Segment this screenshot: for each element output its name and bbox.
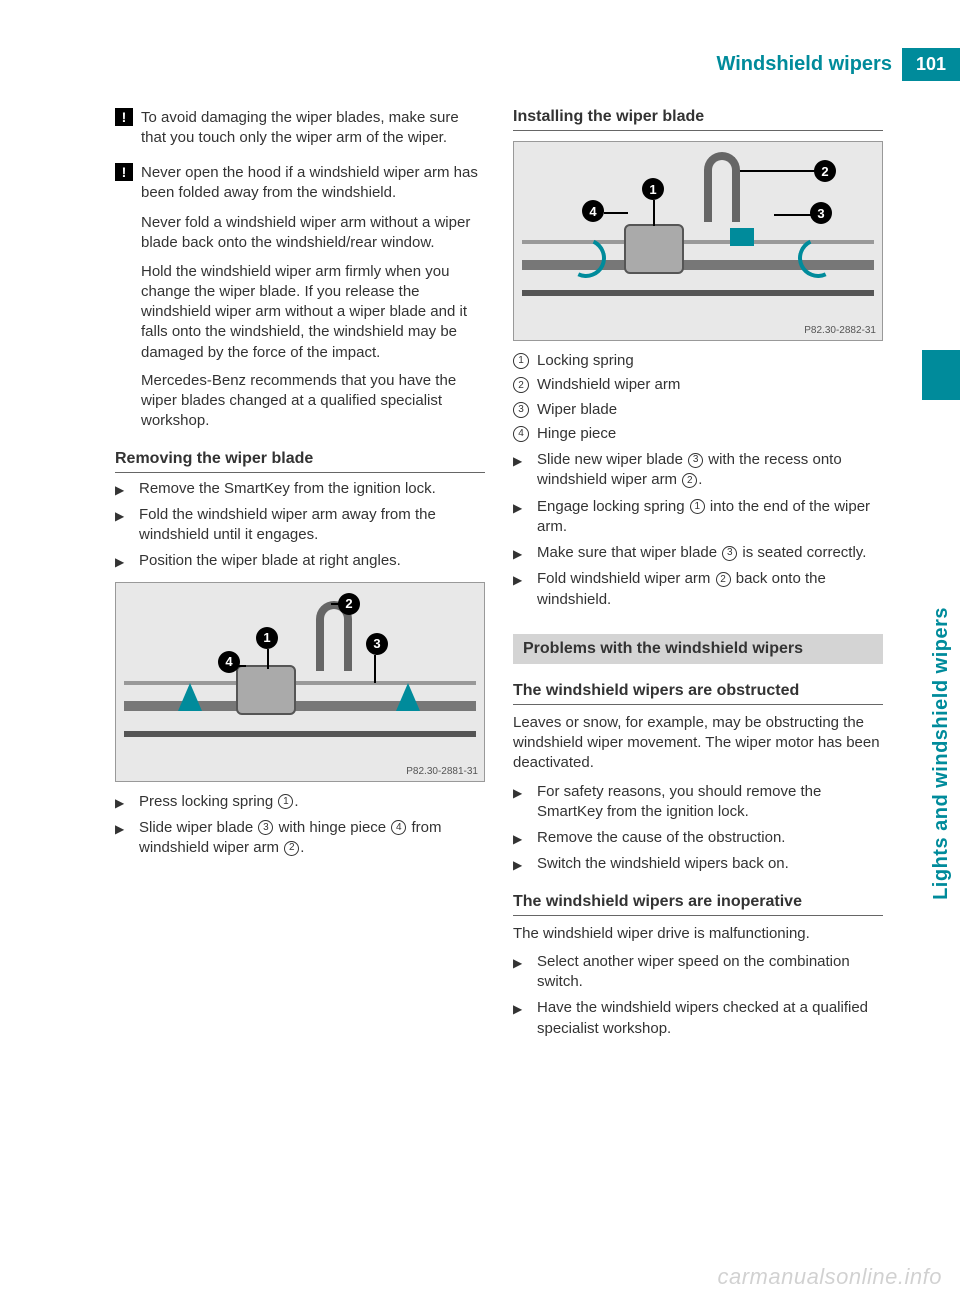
ref-2: 2 (284, 841, 299, 856)
step-a2-text: Fold the windshield wiper arm away from … (139, 505, 485, 546)
callout-2b: 2 (814, 160, 836, 182)
legend-4: 4Hinge piece (513, 424, 883, 444)
step-e2: ▶Have the windshield wipers checked at a… (513, 998, 883, 1039)
ref-3: 3 (258, 820, 273, 835)
left-column: ! To avoid damaging the wiper blades, ma… (115, 108, 485, 1045)
ref-2b: 2 (682, 473, 697, 488)
step-b1: ▶ Press locking spring 1. (115, 792, 485, 812)
content-columns: ! To avoid damaging the wiper blades, ma… (115, 108, 885, 1045)
step-marker-icon: ▶ (115, 551, 133, 570)
step-marker-icon: ▶ (513, 497, 531, 516)
callout-3b: 3 (810, 202, 832, 224)
step-a3: ▶ Position the wiper blade at right angl… (115, 551, 485, 571)
callout-1: 1 (256, 627, 278, 649)
ref-3c: 3 (722, 546, 737, 561)
step-c1-text: Slide new wiper blade 3 with the recess … (537, 450, 883, 491)
callout-3: 3 (366, 633, 388, 655)
heading-obstructed: The windshield wipers are obstructed (513, 682, 883, 705)
step-marker-icon: ▶ (513, 569, 531, 588)
legend-num-1: 1 (513, 353, 529, 369)
heading-installing: Installing the wiper blade (513, 108, 883, 131)
heading-inoperative: The windshield wipers are inoperative (513, 893, 883, 916)
legend-num-2: 2 (513, 377, 529, 393)
step-a2: ▶ Fold the windshield wiper arm away fro… (115, 505, 485, 546)
figure-install: 1 2 3 4 P82.30-2882-31 (513, 141, 883, 341)
heading-problems: Problems with the windshield wipers (513, 634, 883, 664)
ref-1b: 1 (690, 499, 705, 514)
figure-install-label: P82.30-2882-31 (804, 325, 876, 336)
step-a1-text: Remove the SmartKey from the ignition lo… (139, 479, 436, 499)
ref-3b: 3 (688, 453, 703, 468)
legend-2: 2Windshield wiper arm (513, 375, 883, 395)
step-c3: ▶ Make sure that wiper blade 3 is seated… (513, 543, 883, 563)
step-b1-text: Press locking spring 1. (139, 792, 299, 812)
heading-removing: Removing the wiper blade (115, 450, 485, 473)
step-marker-icon: ▶ (513, 828, 531, 847)
callout-2: 2 (338, 593, 360, 615)
notice-1-text: To avoid damaging the wiper blades, make… (141, 108, 485, 149)
step-d2: ▶Remove the cause of the obstruction. (513, 828, 883, 848)
section-title: Windshield wipers (717, 53, 892, 76)
step-marker-icon: ▶ (115, 479, 133, 498)
figure-remove: 1 2 3 4 P82.30-2881-31 (115, 582, 485, 782)
step-d3: ▶Switch the windshield wipers back on. (513, 854, 883, 874)
step-d1: ▶For safety reasons, you should remove t… (513, 782, 883, 823)
step-b2-text: Slide wiper blade 3 with hinge piece 4 f… (139, 818, 485, 859)
side-label-wrap: Lights and windshield wipers (922, 400, 960, 900)
ref-4: 4 (391, 820, 406, 835)
side-label: Lights and windshield wipers (930, 607, 953, 900)
callout-1b: 1 (642, 178, 664, 200)
page-number: 101 (902, 48, 960, 81)
step-c4-text: Fold windshield wiper arm 2 back onto th… (537, 569, 883, 610)
para-3: Mercedes-Benz recommends that you have t… (141, 371, 485, 432)
step-b2: ▶ Slide wiper blade 3 with hinge piece 4… (115, 818, 485, 859)
legend-num-3: 3 (513, 402, 529, 418)
notice-1: ! To avoid damaging the wiper blades, ma… (115, 108, 485, 149)
ref-1: 1 (278, 794, 293, 809)
notice-2-text: Never open the hood if a windshield wipe… (141, 163, 485, 204)
step-marker-icon: ▶ (513, 782, 531, 801)
step-marker-icon: ▶ (513, 998, 531, 1017)
step-marker-icon: ▶ (513, 854, 531, 873)
step-c2: ▶ Engage locking spring 1 into the end o… (513, 497, 883, 538)
step-c1: ▶ Slide new wiper blade 3 with the reces… (513, 450, 883, 491)
step-c2-text: Engage locking spring 1 into the end of … (537, 497, 883, 538)
step-marker-icon: ▶ (513, 952, 531, 971)
callout-4b: 4 (582, 200, 604, 222)
step-marker-icon: ▶ (513, 450, 531, 469)
para-obstructed: Leaves or snow, for example, may be obst… (513, 713, 883, 774)
step-c4: ▶ Fold windshield wiper arm 2 back onto … (513, 569, 883, 610)
notice-2: ! Never open the hood if a windshield wi… (115, 163, 485, 204)
legend-1: 1Locking spring (513, 351, 883, 371)
figure-remove-label: P82.30-2881-31 (406, 766, 478, 777)
step-marker-icon: ▶ (115, 818, 133, 837)
step-marker-icon: ▶ (513, 543, 531, 562)
step-c3-text: Make sure that wiper blade 3 is seated c… (537, 543, 866, 563)
side-tab-accent (922, 350, 960, 400)
callout-4: 4 (218, 651, 240, 673)
legend-3: 3Wiper blade (513, 400, 883, 420)
legend-num-4: 4 (513, 426, 529, 442)
step-marker-icon: ▶ (115, 505, 133, 524)
watermark: carmanualsonline.info (717, 1264, 942, 1290)
warning-icon: ! (115, 163, 133, 181)
right-column: Installing the wiper blade 1 2 3 4 P82.3… (513, 108, 883, 1045)
step-marker-icon: ▶ (115, 792, 133, 811)
step-a3-text: Position the wiper blade at right angles… (139, 551, 401, 571)
para-2: Hold the windshield wiper arm firmly whe… (141, 262, 485, 363)
ref-2c: 2 (716, 572, 731, 587)
para-1: Never fold a windshield wiper arm withou… (141, 213, 485, 254)
step-a1: ▶ Remove the SmartKey from the ignition … (115, 479, 485, 499)
step-e1: ▶Select another wiper speed on the combi… (513, 952, 883, 993)
para-inoperative: The windshield wiper drive is malfunctio… (513, 924, 883, 944)
page-header: Windshield wipers 101 (0, 48, 960, 81)
warning-icon: ! (115, 108, 133, 126)
